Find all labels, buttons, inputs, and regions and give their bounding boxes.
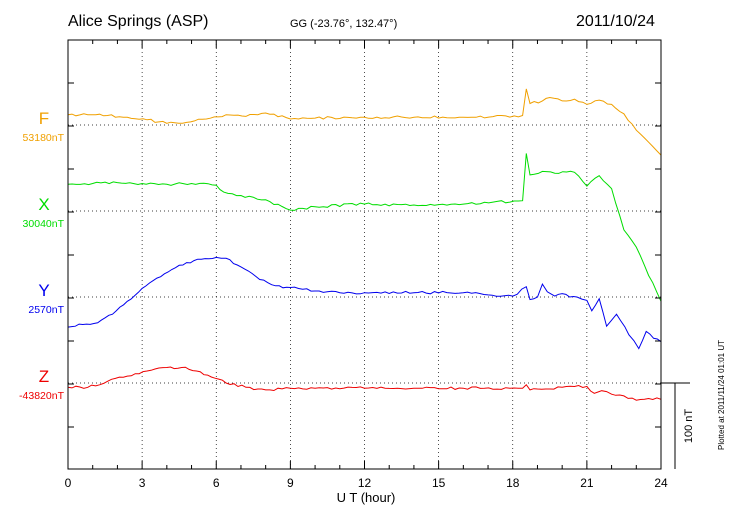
x-tick-label: 12 bbox=[358, 476, 372, 490]
x-tick-label: 21 bbox=[580, 476, 594, 490]
x-tick-label: 18 bbox=[506, 476, 520, 490]
series-label-z: Z bbox=[39, 367, 49, 386]
grid-lines bbox=[68, 40, 661, 469]
trace-x bbox=[67, 153, 662, 302]
x-tick-label: 15 bbox=[432, 476, 446, 490]
x-tick-label: 3 bbox=[139, 476, 146, 490]
plotted-timestamp: Plotted at 2011/11/24 01:01 UT bbox=[717, 340, 726, 450]
x-tick-label: 9 bbox=[287, 476, 294, 490]
scale-bar-label: 100 nT bbox=[683, 409, 695, 444]
x-tick-label: 0 bbox=[65, 476, 72, 490]
series-baseline-y: 2570nT bbox=[28, 304, 64, 316]
trace-y bbox=[67, 256, 662, 350]
date-label: 2011/10/24 bbox=[576, 13, 655, 30]
series-baseline-f: 53180nT bbox=[23, 132, 65, 144]
station-title: Alice Springs (ASP) bbox=[68, 13, 209, 30]
scale-bar: 100 nT bbox=[661, 382, 695, 469]
series-label-f: F bbox=[39, 109, 49, 128]
x-tick-label: 24 bbox=[654, 476, 668, 490]
series-label-x: X bbox=[38, 195, 49, 214]
station-coordinates: GG (-23.76°, 132.47°) bbox=[290, 18, 397, 30]
series-label-y: Y bbox=[38, 281, 49, 300]
trace-f bbox=[67, 88, 662, 156]
traces bbox=[67, 88, 662, 401]
series-baseline-x: 30040nT bbox=[23, 218, 65, 230]
axis-ticks: 0 3 6 9 12 15 18 21 24 bbox=[65, 40, 668, 490]
x-tick-label: 6 bbox=[213, 476, 220, 490]
trace-z bbox=[67, 366, 662, 401]
series-labels: F 53180nT X 30040nT Y 2570nT Z -43820nT bbox=[19, 109, 65, 402]
series-baseline-z: -43820nT bbox=[19, 390, 65, 402]
x-axis-title: U T (hour) bbox=[337, 490, 396, 505]
